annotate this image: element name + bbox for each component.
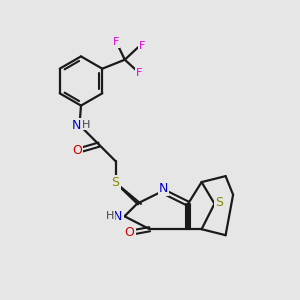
Text: S: S [112,176,119,189]
Text: O: O [73,144,82,157]
Text: N: N [113,210,123,223]
Text: S: S [215,196,223,209]
Text: H: H [82,119,90,130]
Text: O: O [125,226,134,239]
Text: F: F [112,37,119,47]
Text: N: N [158,182,168,195]
Text: N: N [72,118,81,132]
Text: F: F [136,68,142,78]
Text: F: F [139,40,145,51]
Text: H: H [106,211,114,221]
